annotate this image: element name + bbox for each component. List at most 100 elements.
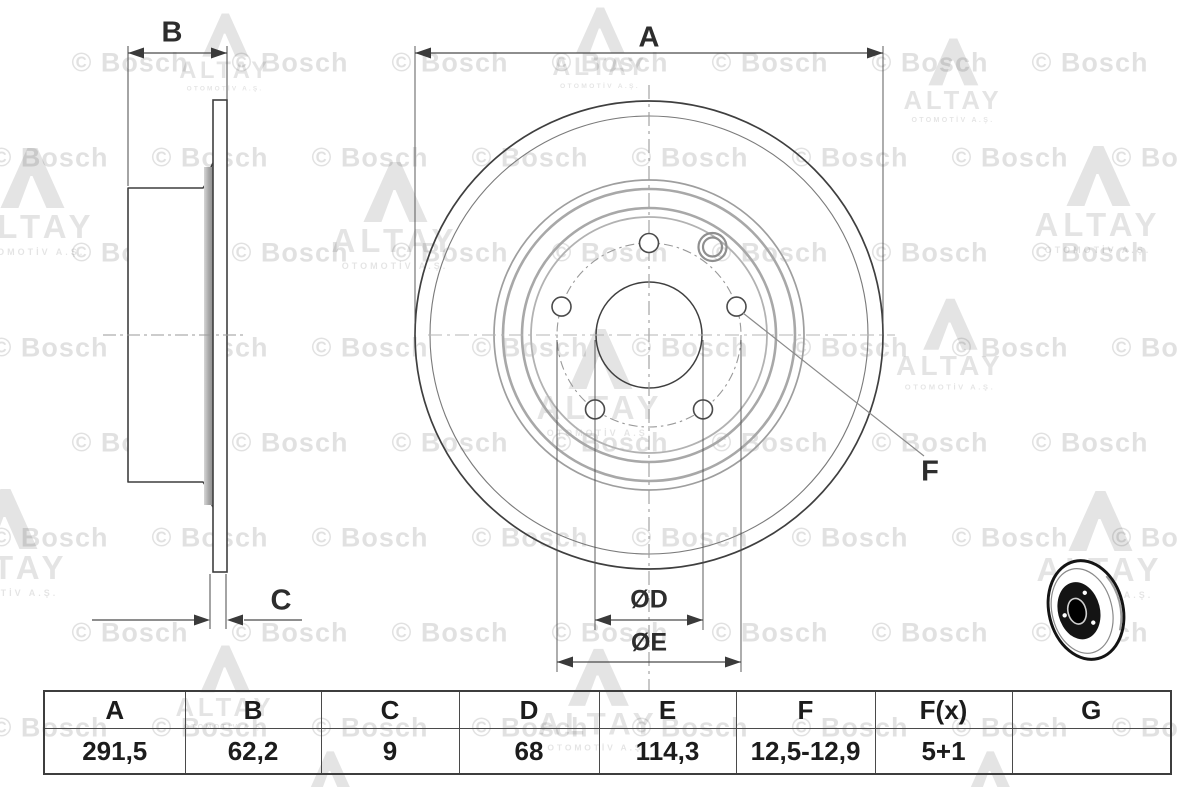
bosch-watermark: © Bosch <box>0 332 109 363</box>
altay-watermark-subtext: OTOMOTİV A.Ş. <box>546 427 654 438</box>
bosch-watermark: © Bosch <box>231 237 349 268</box>
bosch-watermark: © Bosch <box>791 522 909 553</box>
bosch-watermark: © Bosch <box>151 522 269 553</box>
altay-watermark-text: ALTAY <box>895 349 1005 382</box>
altay-triangle-icon <box>363 162 427 222</box>
bolt-hole <box>638 232 660 254</box>
altay-watermark-subtext: OTOMOTİV A.Ş. <box>186 84 264 92</box>
table-header-cell: F(x) <box>874 690 1013 729</box>
bosch-watermark: © Bosch <box>1031 47 1149 78</box>
table-value-cell: 114,3 <box>598 728 737 775</box>
altay-triangle-icon <box>922 298 978 350</box>
table-header-cell: A <box>43 690 186 729</box>
dimension-b <box>127 46 228 186</box>
table-value-cell: 5+1 <box>874 728 1013 775</box>
bosch-watermark: © Bosch <box>631 332 749 363</box>
bosch-watermark: © Bosch <box>0 142 109 173</box>
table-header-cell: B <box>184 690 322 729</box>
bosch-watermark: © Bosch <box>1112 522 1179 553</box>
altay-triangle-icon <box>928 38 978 86</box>
bosch-watermark: © Bosch <box>871 617 989 648</box>
arrowhead-left-icon <box>595 614 611 626</box>
bosch-watermark: © Bosch <box>231 47 349 78</box>
table-header-cell: E <box>598 690 737 729</box>
bolt-hole <box>726 296 747 317</box>
altay-watermark-text: ALTAY <box>331 222 459 259</box>
altay-triangle-icon <box>201 13 249 57</box>
dimension-e <box>556 340 742 672</box>
table-header-cell: F <box>735 690 876 729</box>
side-view-plate <box>212 99 228 573</box>
table-header-cell: C <box>320 690 460 729</box>
arrowhead-inward-icon <box>194 614 210 626</box>
side-view <box>92 46 302 629</box>
f-leader-line <box>742 312 925 457</box>
bosch-watermark: © Bosch <box>311 522 429 553</box>
arrowhead-inward-icon <box>227 614 243 626</box>
bosch-watermark: © Bosch <box>711 617 829 648</box>
altay-watermark-text: ALTAY <box>1034 206 1162 243</box>
bosch-watermark: © Bosch <box>71 617 189 648</box>
dim-b-label: B <box>161 16 183 49</box>
table-value-row: 291,5 62,2 9 68 114,3 12,5-12,9 5+1 <box>43 728 1172 775</box>
altay-watermark-subtext: OTOMOTİV A.Ş. <box>0 246 86 257</box>
arrowhead-right-icon <box>687 614 703 626</box>
bosch-watermark: © Bosch <box>951 332 1069 363</box>
bosch-watermark: © Bosch <box>231 617 349 648</box>
arrowhead-right-icon <box>211 47 227 59</box>
altay-watermark-text: ALTAY <box>179 56 271 84</box>
altay-watermark-subtext: OTOMOTİV A.Ş. <box>341 260 449 271</box>
altay-watermark-text: ALTAY <box>0 549 69 586</box>
table-value-cell: 9 <box>320 728 460 775</box>
dim-f-label: F <box>921 455 939 488</box>
arrowhead-left-icon <box>128 47 144 59</box>
altay-triangle-icon <box>200 645 250 693</box>
bosch-watermark: © Bosch <box>951 522 1069 553</box>
altay-watermark-text: ALTAY <box>0 208 96 245</box>
dim-c-label: C <box>270 584 292 617</box>
bosch-watermark: © Bosch <box>1031 427 1149 458</box>
arrowhead-left-icon <box>415 47 431 59</box>
bosch-watermark: © Bosch <box>791 332 909 363</box>
table-value-cell: 12,5-12,9 <box>735 728 876 775</box>
bosch-watermark: © Bosch <box>231 427 349 458</box>
table-header-row: A B C D E F F(x) G <box>43 690 1172 729</box>
bosch-watermark: © Bosch <box>391 617 509 648</box>
bosch-watermark: © Bosch <box>1111 332 1179 363</box>
table-value-cell <box>1011 728 1172 775</box>
bosch-watermark: © Bosch <box>871 237 989 268</box>
dim-d-label: ØD <box>630 585 668 614</box>
bosch-watermark: © Bosch <box>1031 237 1149 268</box>
table-value-cell: 62,2 <box>184 728 322 775</box>
bosch-watermark: © Bosch <box>791 142 909 173</box>
bosch-watermark: © Bosch <box>871 47 989 78</box>
bosch-watermark: © Bosch <box>871 427 989 458</box>
table-value-cell: 291,5 <box>43 728 186 775</box>
front-view <box>414 46 925 692</box>
locating-hole <box>697 231 728 263</box>
altay-watermark-subtext: OTOMOTİV A.Ş. <box>1044 244 1152 255</box>
table-header-cell: D <box>458 690 600 729</box>
table-value-cell: 68 <box>458 728 600 775</box>
bosch-watermark: © Bosch <box>471 522 589 553</box>
bosch-watermark: © Bosch <box>311 142 429 173</box>
dim-e-label: ØE <box>630 628 668 657</box>
altay-triangle-icon <box>0 489 37 549</box>
altay-watermark-subtext: OTOMOTİV A.Ş. <box>0 587 59 598</box>
arrowhead-right-icon <box>725 656 741 668</box>
altay-watermark-text: ALTAY <box>903 85 1003 115</box>
brake-disc-3d-icon <box>1046 559 1126 661</box>
altay-triangle-icon <box>1066 146 1130 206</box>
bosch-watermark: © Bosch <box>0 522 109 553</box>
altay-watermark-subtext: OTOMOTİV A.Ş. <box>904 382 996 392</box>
bosch-watermark: © Bosch <box>311 332 429 363</box>
dim-a-label: A <box>638 21 660 54</box>
